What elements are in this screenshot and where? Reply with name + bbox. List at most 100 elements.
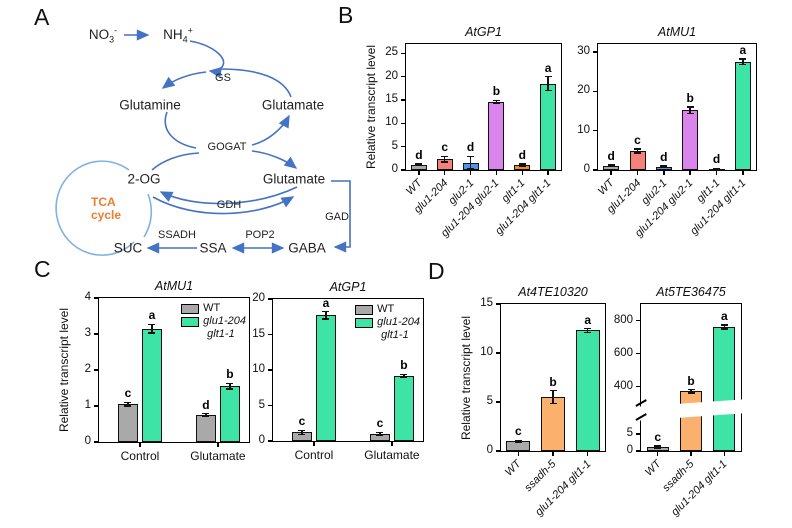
y-tick-label: 0: [258, 434, 265, 446]
y-tick: [593, 90, 598, 92]
reaction-arrows: [124, 29, 351, 254]
y-tick-label: 0: [84, 435, 91, 447]
significance-letter: b: [226, 367, 234, 382]
enzyme-gogat: GOGAT: [207, 141, 247, 153]
error-cap-bottom: [226, 388, 234, 390]
error-cap-top: [415, 163, 423, 165]
significance-letter: c: [514, 424, 522, 439]
significance-letter: a: [720, 309, 728, 324]
error-cap-top: [713, 167, 720, 170]
pathway-diagram: NO3- NH4+ GS Glutamine Glutamate GOGAT 2…: [0, 0, 360, 270]
y-tick: [94, 405, 99, 407]
nh4-subscript: 4: [182, 34, 188, 45]
x-tick: [610, 170, 612, 175]
y-tick: [94, 369, 99, 371]
x-tick-label: Control: [120, 449, 160, 463]
error-cap-top: [549, 390, 557, 392]
error-cap-top: [607, 164, 615, 166]
error-bar: [151, 324, 153, 333]
y-tick: [268, 440, 273, 442]
y-tick-label: 5: [626, 427, 633, 439]
legend-swatch: [181, 316, 200, 327]
y-axis-label: Relative transcript level: [459, 315, 473, 440]
y-tick-label: 1: [84, 399, 91, 411]
node-ssa: SSA: [199, 240, 227, 256]
y-tick: [496, 450, 501, 452]
error-bar: [663, 166, 665, 168]
node-no3: NO3-: [89, 25, 117, 44]
error-cap-top: [739, 58, 747, 60]
legend-label: glu1-204: [377, 316, 420, 328]
significance-letter: c: [124, 386, 132, 401]
error-cap-bottom: [686, 112, 694, 114]
chart-atmu1-genotypes: AtMU1 0 10 20 30 d c d b d a WT glu1-204 glu2-1 glu1-2…: [577, 25, 757, 240]
error-cap-bottom: [720, 328, 728, 330]
node-2og: 2-OG: [127, 171, 161, 187]
x-tick: [469, 170, 472, 175]
y-tick-label: 30: [577, 44, 590, 57]
error-cap-top: [376, 431, 384, 434]
error-cap-bottom: [518, 166, 526, 168]
error-cap-top: [720, 324, 728, 326]
error-cap-bottom: [514, 441, 522, 443]
significance-letter: d: [607, 149, 615, 164]
error-cap-top: [322, 311, 330, 313]
panel-a-label: A: [34, 4, 50, 30]
bar: [541, 397, 565, 451]
panel-b-label: B: [338, 2, 354, 28]
bar: [575, 330, 600, 451]
y-tick: [401, 52, 406, 55]
significance-letter: d: [466, 140, 475, 155]
y-tick: [94, 297, 99, 299]
y-tick: [496, 401, 501, 403]
tca-cycle-label: TCA cycle: [91, 196, 121, 222]
significance-letter: c: [298, 414, 306, 429]
error-bar: [521, 163, 523, 167]
node-glutamine: Glutamine: [119, 97, 181, 113]
tca-line2: cycle: [90, 208, 122, 222]
error-cap-bottom: [376, 434, 384, 436]
significance-letter: c: [376, 416, 384, 431]
error-cap-top: [441, 155, 449, 158]
node-gaba: GABA: [288, 240, 326, 256]
chart-atgp1-treatment: AtGP1 0 5 10 15 20 c a c b Control Glutamate WT glu1-…: [252, 280, 424, 462]
chart-atmu1-treatment: AtMU1 Relative transcript level 0 1 2 3 4 c a d b C…: [57, 279, 250, 463]
error-cap-top: [518, 163, 526, 165]
y-tick: [268, 298, 273, 300]
error-cap-bottom: [415, 165, 423, 167]
error-cap-bottom: [544, 89, 552, 92]
bar: [713, 327, 736, 451]
error-cap-top: [492, 99, 500, 102]
significance-letter: d: [415, 147, 423, 162]
chart-title: At5TE36475: [656, 285, 726, 299]
error-bar: [742, 58, 744, 65]
significance-letter: b: [687, 373, 695, 388]
x-tick: [690, 451, 692, 456]
x-tick: [547, 170, 549, 175]
error-cap-bottom: [584, 331, 592, 334]
significance-letter: d: [202, 397, 210, 412]
error-cap-bottom: [467, 167, 475, 170]
error-bar: [636, 149, 639, 154]
chart-title: At4TE10320: [518, 285, 588, 299]
error-bar: [325, 311, 327, 319]
nh4-superscript: +: [187, 25, 193, 36]
error-cap-bottom: [322, 318, 330, 320]
significance-letter: d: [660, 150, 668, 165]
error-cap-top: [514, 439, 522, 441]
y-tick: [94, 441, 99, 443]
tca-cycle-arc-right: [143, 193, 153, 238]
node-glutamate-top: Glutamate: [261, 97, 325, 113]
significance-letter: a: [584, 312, 591, 327]
significance-letter: c: [441, 140, 449, 155]
x-tick-label: Glutamate: [364, 448, 420, 462]
panel-d-label: D: [428, 258, 445, 284]
significance-letter: a: [322, 295, 330, 310]
y-tick: [94, 333, 99, 335]
legend: WT glu1-204 glt1-1: [355, 303, 420, 342]
y-tick-label: 15: [480, 297, 493, 309]
x-tick: [742, 170, 744, 175]
significance-letter: c: [634, 133, 641, 148]
error-bar: [552, 390, 554, 404]
